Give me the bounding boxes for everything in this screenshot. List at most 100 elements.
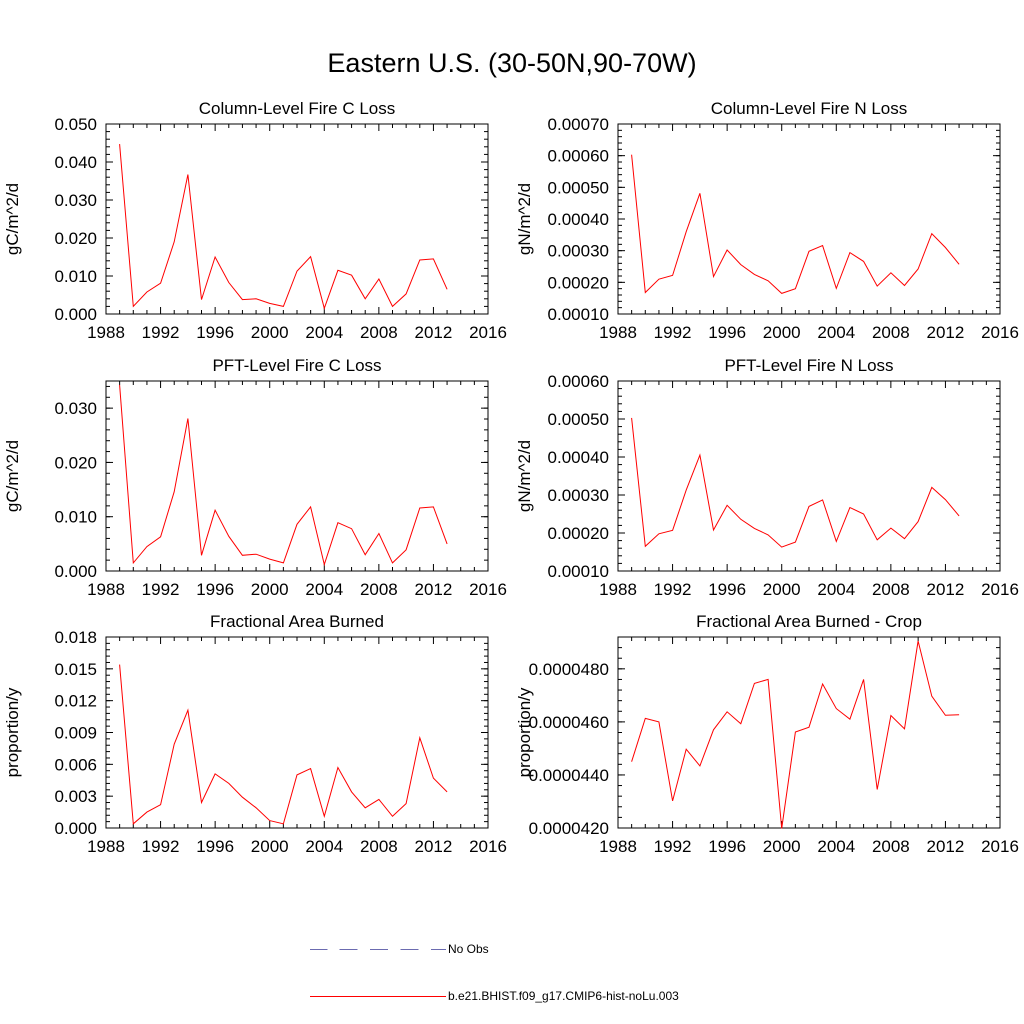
y-tick-label: 0.010 [54, 267, 97, 286]
y-tick-label: 0.030 [54, 399, 97, 418]
x-tick-label: 2000 [763, 323, 801, 342]
chart-panel: Column-Level Fire C Loss gC/m^2/d 1988 1992… [3, 99, 507, 342]
x-tick-label: 1996 [708, 323, 746, 342]
y-tick-label: 0.00030 [548, 242, 609, 261]
x-tick-label: 2000 [251, 837, 289, 856]
y-tick-label: 0.030 [54, 191, 97, 210]
chart-panel: PFT-Level Fire N Loss gN/m^2/d 1988 1992 199… [515, 356, 1019, 599]
y-axis-label: proportion/y [515, 687, 534, 777]
legend-item-obs: No Obs [310, 940, 830, 960]
y-tick-label: 0.003 [54, 787, 97, 806]
series-line [631, 417, 960, 548]
chart-title: PFT-Level Fire C Loss [212, 356, 381, 375]
chart-panel: Fractional Area Burned - Crop proportion/… [515, 612, 1019, 856]
x-tick-label: 2012 [415, 580, 453, 599]
plot-frame [617, 636, 1001, 829]
y-axis-label: proportion/y [3, 687, 22, 777]
x-tick-label: 2004 [305, 580, 343, 599]
series-line [119, 384, 448, 567]
x-tick-label: 2000 [763, 837, 801, 856]
chart-panel: Fractional Area Burned proportion/y 1988 19… [3, 612, 507, 856]
legend-item-model: b.e21.BHIST.f09_g17.CMIP6-hist-noLu.003 [310, 987, 830, 1007]
y-tick-label: 0.040 [54, 153, 97, 172]
plot-frame [105, 380, 489, 572]
x-tick-label: 2004 [817, 580, 855, 599]
x-tick-label: 1988 [599, 580, 637, 599]
y-tick-label: 0.0000460 [529, 713, 609, 732]
y-tick-label: 0.009 [54, 724, 97, 743]
chart-title: Column-Level Fire C Loss [199, 99, 396, 118]
x-tick-label: 2008 [872, 580, 910, 599]
x-tick-label: 1988 [87, 323, 125, 342]
y-tick-label: 0.015 [54, 660, 97, 679]
x-tick-label: 1996 [196, 580, 234, 599]
y-tick-label: 0.0000480 [529, 660, 609, 679]
chart-title: PFT-Level Fire N Loss [724, 356, 893, 375]
x-tick-label: 1992 [654, 580, 692, 599]
x-tick-label: 2016 [981, 837, 1019, 856]
series-line [631, 154, 960, 294]
x-tick-label: 1996 [196, 323, 234, 342]
y-tick-label: 0.00070 [548, 115, 609, 134]
chart-title: Fractional Area Burned [210, 612, 384, 631]
y-tick-label: 0.006 [54, 755, 97, 774]
x-tick-label: 1988 [87, 837, 125, 856]
x-tick-label: 2008 [360, 580, 398, 599]
x-tick-label: 1996 [708, 837, 746, 856]
x-tick-label: 2008 [360, 837, 398, 856]
x-tick-label: 2012 [415, 323, 453, 342]
x-tick-label: 2008 [360, 323, 398, 342]
x-tick-label: 2008 [872, 323, 910, 342]
x-tick-label: 2008 [872, 837, 910, 856]
y-tick-label: 0.050 [54, 115, 97, 134]
series-line [119, 664, 448, 825]
legend-label-model: b.e21.BHIST.f09_g17.CMIP6-hist-noLu.003 [448, 989, 679, 1003]
x-tick-label: 2016 [981, 580, 1019, 599]
y-tick-label: 0.00060 [548, 147, 609, 166]
x-tick-label: 2004 [817, 323, 855, 342]
y-tick-label: 0.000 [54, 305, 97, 324]
y-tick-label: 0.00020 [548, 524, 609, 543]
legend-line-model [310, 996, 446, 997]
y-tick-label: 0.012 [54, 692, 97, 711]
y-tick-label: 0.00010 [548, 562, 609, 581]
page-title: Eastern U.S. (30-50N,90-70W) [327, 48, 697, 78]
y-tick-label: 0.000 [54, 562, 97, 581]
y-tick-label: 0.020 [54, 229, 97, 248]
y-tick-label: 0.00020 [548, 273, 609, 292]
y-tick-label: 0.00050 [548, 410, 609, 429]
plot-frame [617, 123, 1001, 315]
y-tick-label: 0.00040 [548, 210, 609, 229]
x-tick-label: 1988 [87, 580, 125, 599]
x-tick-label: 2012 [415, 837, 453, 856]
x-tick-label: 2004 [817, 837, 855, 856]
series-line [631, 640, 960, 829]
y-tick-label: 0.000 [54, 819, 97, 838]
chart-title: Column-Level Fire N Loss [711, 99, 908, 118]
chart-panel: PFT-Level Fire C Loss gC/m^2/d 1988 1992 199… [3, 356, 507, 599]
y-tick-label: 0.00030 [548, 486, 609, 505]
y-tick-label: 0.0000440 [529, 766, 609, 785]
x-tick-label: 2016 [469, 837, 507, 856]
y-axis-label: gC/m^2/d [3, 440, 22, 512]
y-tick-label: 0.00060 [548, 372, 609, 391]
y-tick-label: 0.0000420 [529, 819, 609, 838]
x-tick-label: 2016 [469, 323, 507, 342]
y-tick-label: 0.00010 [548, 305, 609, 324]
x-tick-label: 2000 [763, 580, 801, 599]
legend-label-obs: No Obs [448, 942, 489, 956]
x-tick-label: 1996 [196, 837, 234, 856]
plot-frame [105, 123, 489, 315]
x-tick-label: 2012 [927, 580, 965, 599]
y-tick-label: 0.010 [54, 508, 97, 527]
series-line [119, 144, 448, 310]
y-tick-label: 0.020 [54, 453, 97, 472]
y-tick-label: 0.018 [54, 628, 97, 647]
x-tick-label: 1996 [708, 580, 746, 599]
y-tick-label: 0.00050 [548, 178, 609, 197]
chart-panel: Column-Level Fire N Loss gN/m^2/d 1988 1992… [515, 99, 1019, 342]
x-tick-label: 1992 [142, 323, 180, 342]
x-tick-label: 2004 [305, 837, 343, 856]
x-tick-label: 1992 [654, 837, 692, 856]
